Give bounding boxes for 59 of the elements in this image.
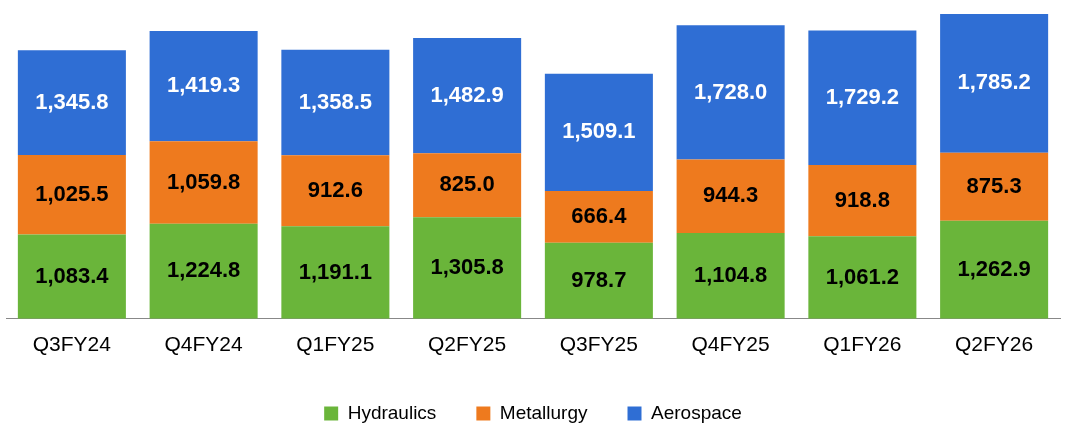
legend-label: Hydraulics	[347, 401, 437, 423]
x-tick-label: Q1FY26	[823, 332, 902, 356]
data-label: 1,419.3	[166, 72, 241, 98]
data-label: 825.0	[439, 171, 495, 197]
data-label: 1,729.2	[825, 83, 900, 109]
bar	[940, 220, 1049, 319]
x-tick-label: Q4FY25	[691, 332, 770, 356]
data-label: 1,305.8	[430, 254, 504, 280]
bar	[281, 49, 390, 156]
x-tick-label: Q2FY25	[428, 332, 507, 356]
data-label: 944.3	[703, 182, 759, 208]
data-label: 1,728.0	[693, 78, 768, 104]
bar	[149, 141, 258, 224]
data-label: 1,345.8	[35, 88, 109, 114]
data-label: 1,482.9	[430, 81, 504, 107]
bar	[413, 217, 522, 319]
bar	[17, 154, 126, 235]
data-label: 1,083.4	[35, 262, 110, 288]
data-label: 1,358.5	[298, 88, 373, 114]
bar	[676, 232, 785, 319]
data-label: 1,262.9	[957, 255, 1031, 281]
bar	[544, 242, 653, 319]
bar	[149, 31, 258, 142]
bar	[281, 155, 390, 227]
bar	[544, 73, 653, 191]
data-label: 1,224.8	[166, 257, 241, 283]
bar	[413, 153, 522, 218]
data-label: 918.8	[834, 186, 890, 212]
bar	[413, 38, 522, 154]
bar	[808, 164, 917, 237]
bar	[149, 223, 258, 319]
data-label: 1,061.2	[825, 263, 900, 289]
data-label: 1,509.1	[562, 118, 636, 144]
bar	[544, 190, 653, 243]
x-tick-label: Q3FY25	[559, 332, 638, 356]
bar	[808, 30, 917, 165]
data-label: 1,785.2	[957, 69, 1031, 95]
bar	[808, 236, 917, 319]
data-label: 1,059.8	[166, 168, 241, 194]
legend-label: Metallurgy	[499, 401, 588, 423]
data-label: 666.4	[571, 202, 628, 228]
data-label: 978.7	[571, 266, 627, 292]
bar	[676, 25, 785, 160]
x-tick-label: Q2FY26	[955, 332, 1034, 356]
x-tick-label: Q4FY24	[164, 332, 244, 356]
data-label: 1,104.8	[693, 261, 768, 287]
data-label: 1,025.5	[35, 180, 109, 206]
data-label: 875.3	[966, 172, 1022, 198]
bar	[281, 226, 390, 319]
bar	[940, 13, 1049, 153]
x-tick-label: Q1FY25	[296, 332, 375, 356]
legend-label: Aerospace	[651, 401, 742, 423]
data-label: 912.6	[307, 176, 363, 202]
bar	[940, 152, 1049, 221]
bar	[17, 50, 126, 155]
bar	[17, 234, 126, 319]
data-label: 1,191.1	[298, 258, 373, 284]
bar	[676, 159, 785, 233]
x-tick-label: Q3FY24	[32, 332, 112, 356]
